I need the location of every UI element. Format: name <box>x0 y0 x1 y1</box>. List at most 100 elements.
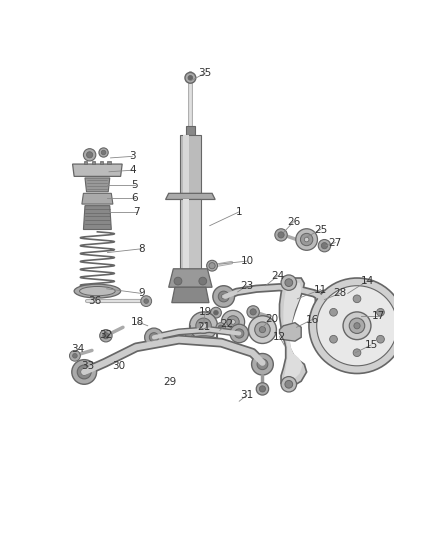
Text: 30: 30 <box>112 361 125 371</box>
Text: 36: 36 <box>88 296 102 306</box>
Circle shape <box>211 308 221 318</box>
Text: 7: 7 <box>134 207 140 217</box>
Circle shape <box>281 377 297 392</box>
Circle shape <box>72 360 97 384</box>
Circle shape <box>304 237 309 242</box>
Circle shape <box>190 312 218 340</box>
Circle shape <box>145 328 163 346</box>
Circle shape <box>309 278 405 374</box>
Text: 19: 19 <box>198 307 212 317</box>
Text: 12: 12 <box>273 332 286 342</box>
Bar <box>107 161 110 164</box>
Circle shape <box>257 359 268 370</box>
Circle shape <box>285 279 293 287</box>
Text: 27: 27 <box>328 238 342 248</box>
Circle shape <box>317 286 397 366</box>
Bar <box>180 199 201 269</box>
Circle shape <box>259 386 265 392</box>
Bar <box>100 161 103 164</box>
Circle shape <box>330 309 337 316</box>
Polygon shape <box>85 178 110 192</box>
Circle shape <box>201 322 207 329</box>
Ellipse shape <box>395 304 409 347</box>
Circle shape <box>377 309 385 316</box>
Text: 14: 14 <box>360 276 374 286</box>
Text: 31: 31 <box>240 390 254 400</box>
Bar <box>84 161 87 164</box>
Circle shape <box>99 148 108 157</box>
Circle shape <box>349 318 365 334</box>
Circle shape <box>70 350 80 361</box>
Circle shape <box>218 291 229 302</box>
Ellipse shape <box>74 284 120 298</box>
Text: 25: 25 <box>314 224 327 235</box>
Circle shape <box>174 277 182 285</box>
Text: 15: 15 <box>364 340 378 350</box>
Circle shape <box>227 316 239 328</box>
Text: 11: 11 <box>314 285 327 295</box>
Bar <box>183 135 189 196</box>
Circle shape <box>188 76 193 80</box>
Circle shape <box>259 327 265 333</box>
Circle shape <box>216 322 225 332</box>
Bar <box>183 199 189 269</box>
Polygon shape <box>83 206 111 230</box>
Text: 26: 26 <box>287 217 300 227</box>
Circle shape <box>404 342 410 348</box>
Circle shape <box>231 320 235 324</box>
Circle shape <box>377 335 385 343</box>
Polygon shape <box>279 278 307 387</box>
Circle shape <box>318 239 331 252</box>
Circle shape <box>185 72 196 83</box>
Circle shape <box>221 310 245 334</box>
Circle shape <box>275 229 287 241</box>
Circle shape <box>207 260 218 271</box>
Text: 33: 33 <box>81 361 94 371</box>
Circle shape <box>296 229 318 251</box>
Circle shape <box>250 309 256 315</box>
Text: 8: 8 <box>138 244 145 254</box>
Polygon shape <box>169 269 212 287</box>
Circle shape <box>196 318 211 334</box>
Circle shape <box>248 316 276 343</box>
Circle shape <box>81 369 87 375</box>
Circle shape <box>77 365 91 379</box>
Circle shape <box>256 383 268 395</box>
Text: 20: 20 <box>265 314 278 324</box>
Circle shape <box>404 351 410 357</box>
Text: 5: 5 <box>131 180 138 190</box>
Circle shape <box>330 335 337 343</box>
Circle shape <box>209 263 215 269</box>
Circle shape <box>73 353 77 358</box>
Circle shape <box>318 294 329 304</box>
Polygon shape <box>279 322 301 341</box>
Circle shape <box>100 329 112 342</box>
Text: 3: 3 <box>129 151 136 161</box>
Circle shape <box>315 290 334 309</box>
Ellipse shape <box>397 310 406 342</box>
Circle shape <box>343 312 371 340</box>
Circle shape <box>214 310 218 315</box>
Text: 4: 4 <box>129 165 136 175</box>
Text: 28: 28 <box>333 288 346 298</box>
Circle shape <box>320 295 329 304</box>
Circle shape <box>185 329 193 337</box>
Text: 6: 6 <box>131 193 138 203</box>
Text: 34: 34 <box>71 344 85 354</box>
Text: 10: 10 <box>240 256 254 266</box>
Circle shape <box>247 306 259 318</box>
Circle shape <box>300 233 313 246</box>
Polygon shape <box>172 287 209 303</box>
Text: 18: 18 <box>131 317 144 327</box>
Text: 35: 35 <box>198 68 212 78</box>
Circle shape <box>353 295 361 303</box>
Circle shape <box>149 333 159 342</box>
Text: 32: 32 <box>99 330 113 340</box>
Circle shape <box>285 381 293 388</box>
Circle shape <box>213 286 235 308</box>
Text: 21: 21 <box>198 322 211 332</box>
Text: 22: 22 <box>220 319 233 329</box>
Circle shape <box>87 152 93 158</box>
Circle shape <box>404 333 410 339</box>
Circle shape <box>83 149 96 161</box>
